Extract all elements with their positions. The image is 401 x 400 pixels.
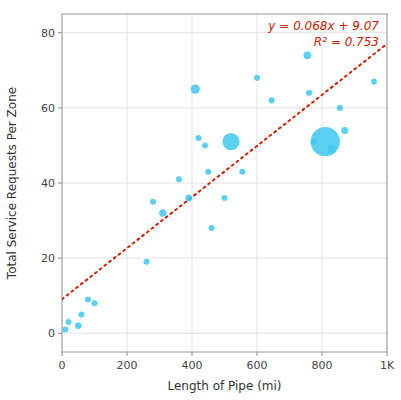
y-grid-line: [62, 258, 387, 259]
y-tick-label: 0: [48, 327, 55, 340]
point: [306, 90, 312, 96]
lines: [62, 44, 387, 299]
point: [143, 259, 149, 265]
point: [311, 127, 340, 156]
point: [150, 199, 156, 205]
point: [75, 322, 82, 329]
x-tick-label: 1K: [380, 359, 395, 372]
annotations: y = 0.068x + 9.07 R² = 0.753: [267, 19, 379, 49]
point: [239, 169, 245, 175]
annotation: R² = 0.753: [314, 35, 379, 49]
x-axis-label: Length of Pipe (mi): [167, 379, 281, 393]
y-tick: [58, 183, 62, 184]
x-tick: [257, 352, 258, 356]
point: [341, 127, 348, 134]
point: [159, 209, 166, 216]
point: [221, 195, 227, 201]
y-axis-label: Total Service Requests Per Zone: [5, 87, 19, 280]
point: [254, 75, 260, 81]
marks: [62, 44, 387, 333]
x-tick-label: 200: [117, 359, 138, 372]
x-tick-label: 0: [59, 359, 66, 372]
point: [191, 84, 200, 93]
axes: 0 200 400 600 800 1K 0 20 40 60 80: [41, 14, 395, 372]
point: [371, 79, 377, 85]
point: [205, 169, 211, 175]
point: [62, 326, 68, 332]
point: [78, 311, 84, 317]
point: [176, 176, 182, 182]
grid: [62, 14, 387, 352]
x-tick: [62, 352, 63, 356]
point: [222, 133, 239, 150]
point: [327, 145, 336, 154]
x-tick-label: 600: [247, 359, 268, 372]
y-tick-label: 80: [41, 27, 55, 40]
y-tick-label: 20: [41, 252, 55, 265]
y-tick-label: 60: [41, 102, 55, 115]
x-tick: [127, 352, 128, 356]
y-tick: [58, 333, 62, 334]
point: [337, 105, 343, 111]
y-tick: [58, 32, 62, 33]
x-tick: [387, 352, 388, 356]
point: [208, 225, 214, 231]
y-tick-label: 40: [41, 177, 55, 190]
y-tick: [58, 107, 62, 108]
point: [303, 51, 311, 59]
annotation: y = 0.068x + 9.07: [267, 19, 379, 33]
y-tick: [58, 258, 62, 259]
regression-line: [62, 44, 387, 299]
point: [91, 300, 97, 306]
chart: 0 200 400 600 800 1K 0 20 40 60 80 Length of Pipe (…: [0, 0, 401, 400]
x-tick: [192, 352, 193, 356]
points: [62, 51, 377, 332]
point: [202, 142, 208, 148]
y-grid-line: [62, 183, 387, 184]
x-tick-label: 800: [312, 359, 333, 372]
x-tick: [322, 352, 323, 356]
plot-frame: [62, 14, 387, 352]
point: [65, 319, 71, 325]
point: [269, 97, 275, 103]
y-grid-line: [62, 333, 387, 334]
point: [195, 135, 201, 141]
point: [185, 195, 192, 202]
x-tick-label: 400: [182, 359, 203, 372]
point: [85, 296, 91, 302]
